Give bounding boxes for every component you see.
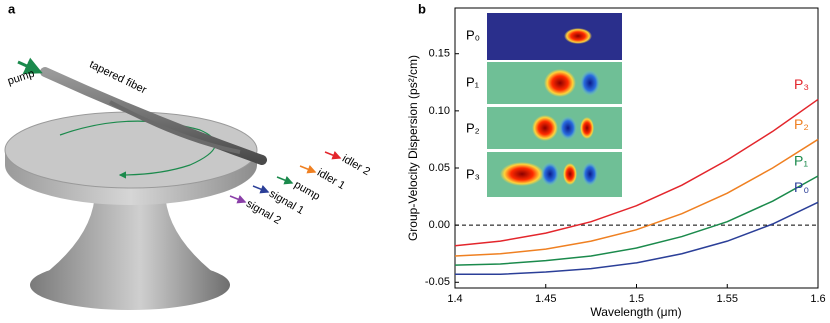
- inset-label: P₃: [466, 166, 480, 181]
- y-tick-label: 0.05: [429, 162, 450, 174]
- mode-insets: [487, 13, 622, 197]
- series-line: [454, 98, 819, 247]
- arrow: [229, 195, 247, 204]
- mode-lobe: [532, 115, 558, 141]
- series-label: P₂: [794, 116, 809, 132]
- series-label: P₃: [794, 76, 809, 92]
- arrow: [324, 151, 342, 160]
- panel-label: a: [8, 1, 16, 16]
- y-tick-label: 0.10: [429, 105, 450, 117]
- x-axis-label: Wavelength (μm): [590, 305, 681, 319]
- mode-lobe: [541, 162, 559, 186]
- y-tick-label: 0.00: [429, 219, 450, 231]
- x-tick-label: 1.6: [810, 293, 825, 305]
- output-label: pump: [292, 179, 322, 203]
- mode-lobe: [580, 117, 594, 139]
- x-tick-label: 1.45: [535, 293, 556, 305]
- y-tick-label: -0.05: [425, 276, 450, 288]
- pump-arrow: [17, 57, 43, 74]
- mode-lobe: [559, 116, 577, 140]
- pump-label: pump: [6, 68, 36, 88]
- inset-label: P₂: [466, 120, 480, 135]
- mode-lobe: [580, 70, 600, 96]
- inset-label: P₀: [466, 27, 480, 42]
- y-axis-label: Group-Velocity Dispersion (ps²/cm): [406, 55, 420, 241]
- panel-a: a pump tapered fiber idler 2 idler 1 pum…: [4, 1, 372, 310]
- mode-lobe: [563, 163, 577, 185]
- x-tick-label: 1.5: [629, 293, 644, 305]
- mode-lobe: [544, 69, 576, 97]
- series-line: [455, 201, 819, 276]
- mode-lobe: [582, 162, 598, 186]
- mode-lobe: [500, 162, 544, 186]
- mode-lobe: [564, 28, 592, 44]
- inset-label: P₁: [466, 74, 480, 89]
- panel-b: b Wavelength (μm) Group-Velocity Dispers…: [406, 1, 681, 319]
- output-label: idler 2: [340, 153, 372, 178]
- inset: [487, 13, 622, 60]
- series-line: [454, 175, 819, 266]
- series-line: [454, 138, 819, 257]
- arrow: [276, 176, 294, 185]
- x-tick-label: 1.55: [717, 293, 738, 305]
- x-tick-label: 1.4: [447, 293, 462, 305]
- disk-top: [4, 111, 258, 189]
- output-label: idler 1: [315, 167, 347, 192]
- panel-label: b: [418, 1, 426, 16]
- y-tick-label: 0.15: [429, 48, 450, 60]
- arrow: [299, 165, 317, 174]
- series-label: P₀: [794, 179, 809, 195]
- fiber-taper: [109, 100, 241, 154]
- arrow: [252, 185, 270, 194]
- series-label: P₁: [794, 153, 808, 169]
- pedestal-base: [30, 260, 230, 310]
